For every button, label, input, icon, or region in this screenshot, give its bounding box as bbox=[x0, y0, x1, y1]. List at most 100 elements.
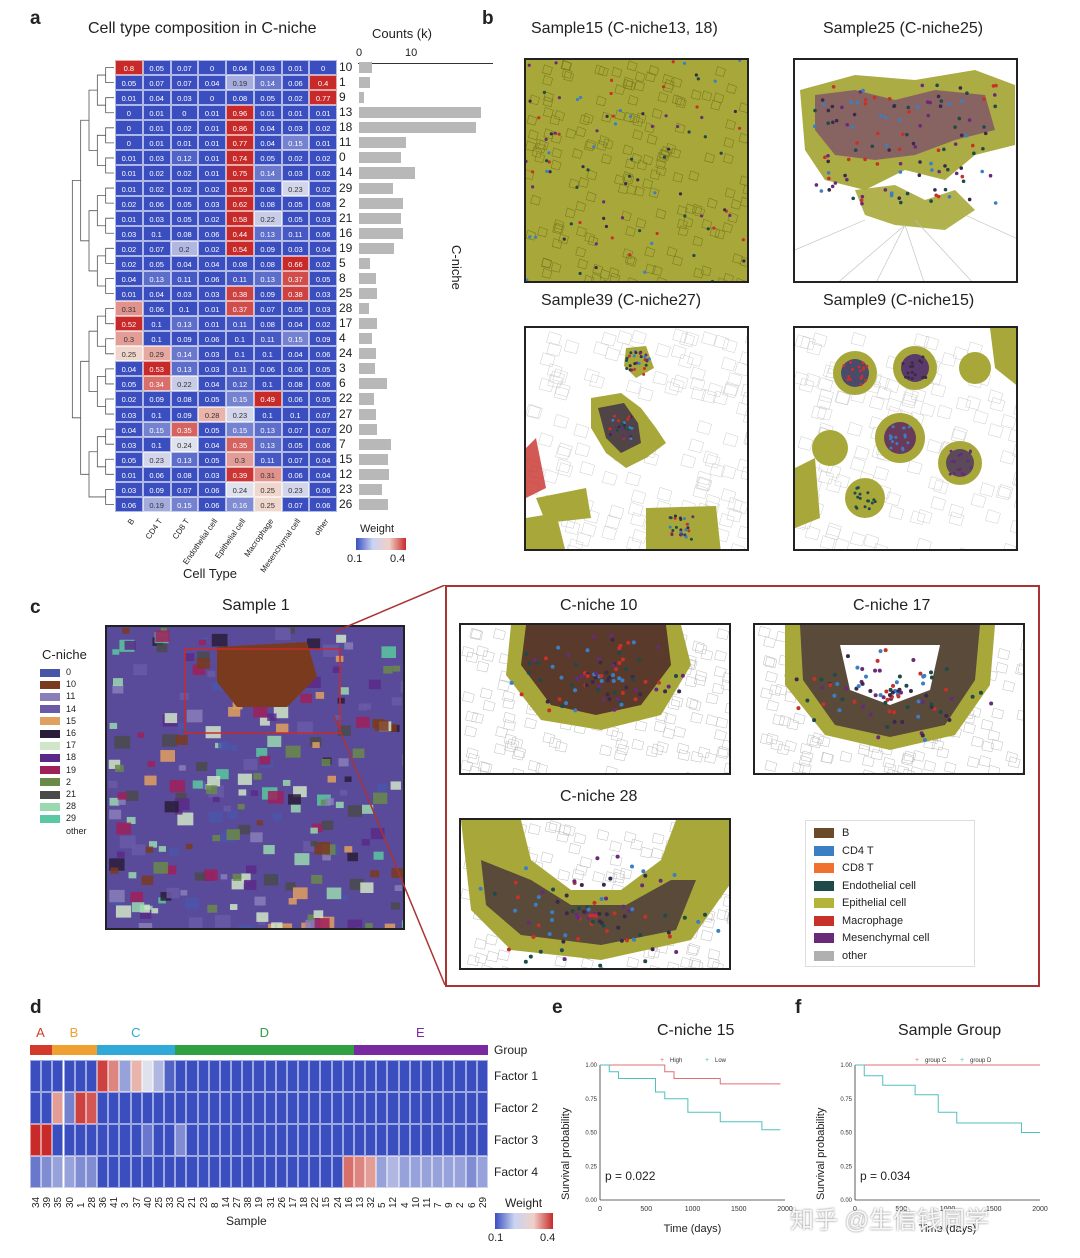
voronoi-cell bbox=[913, 333, 930, 348]
voronoi-cell bbox=[1012, 444, 1016, 457]
cell-dot bbox=[964, 133, 969, 138]
cell-dot bbox=[843, 173, 847, 178]
voronoi-cell bbox=[702, 916, 715, 929]
voronoi-cell bbox=[553, 219, 565, 230]
factor-cell bbox=[476, 1124, 488, 1156]
heatmap-cell: 0.15 bbox=[226, 391, 254, 407]
cell-dot bbox=[559, 675, 564, 680]
voronoi-cell bbox=[625, 471, 641, 487]
panel-label-a: a bbox=[30, 8, 41, 29]
voronoi-cell bbox=[828, 550, 843, 551]
sample-label: 28 bbox=[86, 1196, 98, 1208]
factor-cell bbox=[420, 1092, 433, 1124]
heatmap-cell: 0.25 bbox=[115, 346, 143, 362]
niche-row-label: 13 bbox=[339, 105, 353, 120]
voronoi-cell bbox=[634, 80, 645, 92]
niche-swatch bbox=[40, 766, 60, 775]
heatmap-cell: 0.22 bbox=[253, 210, 282, 226]
cell-dot bbox=[812, 718, 817, 723]
factor-cell bbox=[353, 1156, 366, 1188]
voronoi-cell bbox=[627, 94, 639, 106]
cell-dot bbox=[586, 168, 590, 172]
niche-patch bbox=[322, 853, 331, 861]
factor-cell bbox=[152, 1060, 165, 1092]
voronoi-cell bbox=[625, 225, 636, 237]
celltype-swatch bbox=[814, 915, 834, 926]
niche-patch bbox=[189, 917, 203, 928]
voronoi-cell bbox=[760, 687, 773, 700]
voronoi-cell bbox=[713, 665, 727, 678]
cell-dot bbox=[618, 643, 623, 648]
cell-dot bbox=[913, 373, 917, 377]
voronoi-cell bbox=[633, 185, 645, 197]
voronoi-cell bbox=[568, 538, 584, 549]
niche-patch bbox=[240, 873, 251, 882]
voronoi-cell bbox=[527, 129, 539, 141]
heatmap-cell: 0.05 bbox=[309, 270, 337, 286]
voronoi-cell bbox=[987, 729, 1001, 742]
voronoi-cell bbox=[991, 707, 1005, 720]
factor-cell bbox=[63, 1092, 75, 1124]
cell-dot bbox=[907, 376, 911, 380]
cell-dot bbox=[666, 930, 671, 935]
heatmap-cell: 0.1 bbox=[142, 225, 171, 241]
factor-cell bbox=[342, 1060, 354, 1092]
niche-row-label: 4 bbox=[339, 331, 346, 346]
cell-dot bbox=[863, 505, 867, 509]
niche-patch bbox=[160, 750, 175, 762]
voronoi-cell bbox=[760, 733, 773, 745]
voronoi-cell bbox=[513, 746, 527, 759]
cell-dot bbox=[982, 125, 986, 129]
heatmap-cell: 0.01 bbox=[115, 466, 143, 482]
voronoi-cell bbox=[467, 752, 480, 765]
niche-legend-label: 19 bbox=[66, 764, 77, 775]
cell-dot bbox=[528, 954, 533, 959]
cell-dot bbox=[820, 685, 825, 690]
niche-row-label: 2 bbox=[339, 195, 346, 210]
voronoi-cell bbox=[581, 957, 594, 968]
celltype-legend-item: other bbox=[814, 950, 867, 962]
voronoi-cell bbox=[585, 138, 597, 150]
cell-dot bbox=[550, 917, 555, 922]
voronoi-cell bbox=[764, 760, 778, 772]
voronoi-cell bbox=[579, 114, 591, 126]
cell-dot bbox=[625, 367, 629, 371]
celltype-legend-item: Epithelial cell bbox=[814, 897, 906, 909]
niche-patch bbox=[112, 678, 123, 687]
cell-dot bbox=[680, 673, 685, 678]
niche-patch bbox=[370, 870, 380, 878]
factor-cell bbox=[476, 1156, 488, 1188]
voronoi-cell bbox=[672, 255, 683, 267]
d-weight-colorbar bbox=[495, 1213, 553, 1229]
heatmap-cell: 0.06 bbox=[309, 481, 337, 497]
voronoi-cell bbox=[1002, 680, 1016, 692]
voronoi-cell bbox=[549, 370, 565, 386]
cell-dot bbox=[949, 449, 953, 453]
voronoi-cell bbox=[1000, 414, 1016, 429]
voronoi-cell bbox=[811, 732, 825, 744]
celltype-legend-item: Macrophage bbox=[814, 915, 903, 927]
voronoi-cell bbox=[691, 959, 704, 968]
km-legend-marker: + bbox=[660, 1057, 664, 1064]
cell-dot bbox=[531, 185, 535, 189]
cell-dot bbox=[595, 856, 600, 861]
zoom-title-17: C-niche 17 bbox=[853, 597, 931, 614]
voronoi-cell bbox=[804, 372, 821, 388]
voronoi-cell bbox=[601, 331, 617, 347]
cell-dot bbox=[533, 902, 538, 907]
cell-dot bbox=[954, 171, 959, 176]
cell-dot bbox=[619, 938, 624, 943]
heatmap-cell: 0.03 bbox=[281, 240, 310, 256]
dendrogram-branch bbox=[105, 127, 114, 144]
niche-patch bbox=[327, 775, 336, 783]
km-ytick: 0.00 bbox=[840, 1198, 852, 1204]
heatmap-cell: 0.11 bbox=[226, 270, 254, 286]
heatmap-cell: 0.12 bbox=[170, 150, 199, 166]
heatmap-cell: 0.52 bbox=[115, 316, 143, 332]
cell-dot bbox=[890, 690, 895, 695]
cell-dot bbox=[645, 358, 649, 362]
count-bar bbox=[359, 288, 378, 300]
cell-dot bbox=[629, 114, 633, 119]
factor-cell bbox=[275, 1156, 287, 1188]
cell-dot bbox=[828, 683, 833, 688]
